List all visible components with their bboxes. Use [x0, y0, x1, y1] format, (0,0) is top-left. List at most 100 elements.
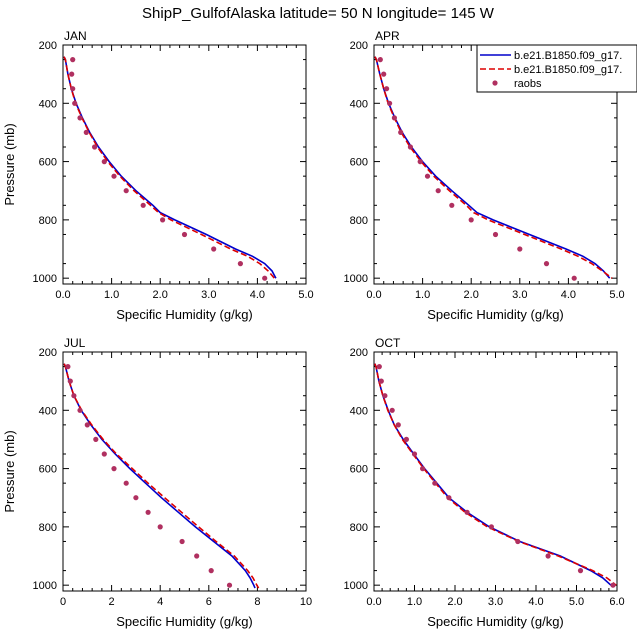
- obs-point: [179, 538, 185, 545]
- legend-label: raobs: [514, 78, 542, 90]
- obs-point: [211, 246, 217, 252]
- obs-point: [157, 524, 163, 530]
- obs-point: [92, 144, 98, 150]
- obs-point: [543, 261, 550, 267]
- obs-point: [517, 246, 523, 252]
- obs-point: [133, 495, 139, 501]
- x-tick-label: 2: [109, 596, 115, 608]
- y-tick-label: 200: [39, 347, 57, 359]
- obs-point: [395, 422, 401, 428]
- panels: 0.0 1.0 2.0 3.0 4.0 5.0 200 400 600 800 1000 JAN Spe…: [2, 29, 625, 629]
- panel-label: OCT: [375, 336, 401, 350]
- obs-point: [545, 553, 551, 559]
- obs-point: [101, 159, 107, 165]
- y-tick-label: 600: [350, 464, 368, 476]
- plot-frame: [373, 351, 618, 592]
- obs-point: [101, 451, 107, 457]
- obs-point: [468, 217, 474, 223]
- obs-point: [446, 495, 452, 501]
- y-tick-label: 400: [350, 405, 368, 417]
- y-tick-label: 200: [350, 40, 368, 52]
- panel-jan: 0.0 1.0 2.0 3.0 4.0 5.0 200 400 600 800 1000 JAN Spe…: [2, 29, 314, 322]
- x-tick-label: 2.0: [153, 289, 168, 301]
- obs-point: [71, 393, 77, 399]
- series-line-2: [374, 363, 617, 586]
- y-tick-label: 800: [350, 215, 368, 227]
- x-tick-label: 6: [206, 596, 212, 608]
- x-axis-label: Specific Humidity (g/kg): [116, 614, 253, 629]
- obs-point: [610, 582, 616, 588]
- y-tick-label: 600: [39, 157, 57, 169]
- x-tick-label: 3.0: [488, 596, 503, 608]
- plot-frame: [62, 44, 307, 285]
- obs-point: [194, 553, 200, 559]
- x-tick-label: 5.0: [609, 289, 624, 301]
- obs-point: [111, 173, 117, 179]
- series-line-1: [63, 363, 256, 589]
- panel-label: APR: [375, 29, 400, 43]
- panel-oct: 0.0 1.0 2.0 3.0 4.0 5.0 6.0 200 400 600 800 1000 OCT…: [344, 336, 625, 629]
- x-tick-label: 4: [157, 596, 163, 608]
- x-tick-label: 2.0: [447, 596, 462, 608]
- obs-point: [515, 538, 521, 545]
- obs-point: [381, 71, 387, 77]
- obs-point: [65, 364, 71, 370]
- x-tick-label: 0.0: [366, 289, 381, 301]
- obs-point: [237, 261, 243, 267]
- x-axis-label: Specific Humidity (g/kg): [116, 307, 253, 322]
- x-axis-label: Specific Humidity (g/kg): [427, 307, 564, 322]
- obs-point: [181, 231, 188, 238]
- series-line-1: [63, 56, 277, 279]
- obs-point: [77, 407, 83, 413]
- obs-point: [72, 100, 78, 106]
- obs-point: [69, 71, 75, 77]
- panel-jul: 0 2 4 6 8 10 200 400 600 800 1000 JUL Specific Humid…: [2, 336, 312, 629]
- obs-point: [140, 202, 146, 208]
- x-tick-label: 2.0: [464, 289, 479, 301]
- x-tick-label: 5.0: [298, 289, 313, 301]
- y-tick-label: 1000: [33, 273, 57, 285]
- series-line-2: [374, 56, 613, 279]
- obs-point: [420, 466, 426, 472]
- obs-point: [377, 57, 383, 63]
- obs-point: [70, 57, 76, 63]
- series-line-2: [63, 56, 276, 279]
- obs-point: [70, 86, 76, 92]
- obs-point: [376, 364, 382, 370]
- obs-point: [208, 568, 214, 574]
- series-line-2: [63, 363, 260, 589]
- obs-point: [145, 509, 151, 515]
- obs-point: [378, 378, 384, 384]
- y-tick-label: 800: [350, 522, 368, 534]
- obs-point: [464, 509, 470, 515]
- y-axis-label: Pressure (mb): [2, 123, 17, 205]
- y-tick-label: 400: [350, 98, 368, 110]
- plot-area: [63, 363, 260, 589]
- y-tick-label: 200: [350, 347, 368, 359]
- plot-area: [374, 56, 613, 279]
- x-tick-label: 0.0: [55, 289, 70, 301]
- obs-point: [77, 115, 83, 121]
- x-tick-label: 4.0: [250, 289, 265, 301]
- plot-area: [63, 56, 277, 279]
- obs-point: [160, 217, 166, 223]
- obs-point: [391, 115, 397, 121]
- y-axis-label: Pressure (mb): [2, 430, 17, 512]
- obs-point: [123, 188, 129, 194]
- obs-point: [407, 144, 413, 150]
- x-tick-label: 8: [254, 596, 260, 608]
- legend-marker-dot: [492, 80, 498, 86]
- obs-point: [389, 407, 395, 413]
- x-tick-label: 0: [60, 596, 66, 608]
- x-tick-label: 6.0: [609, 596, 624, 608]
- obs-point: [488, 524, 494, 530]
- obs-point: [571, 275, 577, 281]
- figure-title: ShipP_GulfofAlaska latitude= 50 N longit…: [142, 5, 495, 22]
- plot-area: [374, 363, 617, 586]
- y-tick-label: 400: [39, 405, 57, 417]
- y-tick-label: 1000: [344, 273, 368, 285]
- obs-point: [387, 100, 393, 106]
- obs-point: [577, 568, 584, 574]
- obs-point: [403, 436, 409, 442]
